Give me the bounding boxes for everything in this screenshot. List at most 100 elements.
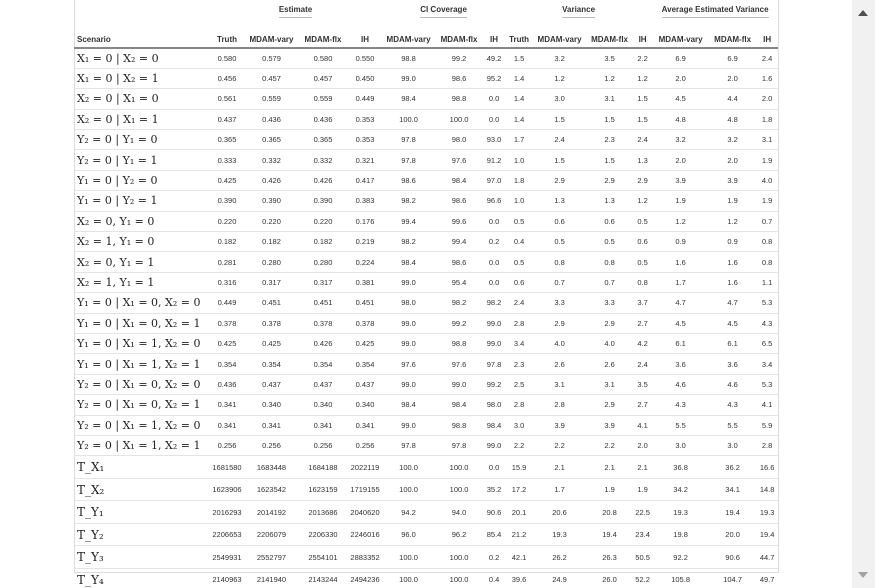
- value-cell: 2.2: [633, 47, 653, 69]
- value-cell: 2140963: [209, 567, 245, 588]
- column-header: MDAM-vary: [245, 22, 298, 49]
- group-header-ci-coverage: CI Coverage: [382, 0, 505, 22]
- scenario-cell: X₁ = 0 | X₂ = 0: [74, 47, 209, 69]
- value-cell: 20.1: [505, 500, 534, 524]
- value-cell: 0.6: [505, 271, 534, 293]
- value-cell: 98.2: [435, 292, 484, 314]
- value-cell: 2554101: [298, 545, 348, 569]
- scenario-cell: Y₂ = 0 | X₁ = 0, X₂ = 0: [74, 373, 209, 395]
- table-row: T_Y₁ 2016293 2014192 2013686 2040620 94.2 94.0…: [74, 500, 779, 524]
- value-cell: 4.5: [652, 88, 710, 110]
- value-cell: 0.5: [633, 210, 653, 232]
- value-cell: 2.0: [756, 88, 779, 110]
- scroll-up-icon[interactable]: [858, 10, 868, 16]
- value-cell: 0.354: [245, 353, 298, 375]
- value-cell: 0.390: [298, 190, 348, 212]
- table-row: T_X₁ 1681580 1683448 1684188 2022119 100.0 100…: [74, 455, 779, 479]
- value-cell: 99.0: [382, 414, 436, 436]
- value-cell: 0.354: [298, 353, 348, 375]
- value-cell: 97.8: [435, 434, 484, 456]
- value-cell: 2.9: [586, 169, 634, 191]
- value-cell: 1.2: [633, 67, 653, 89]
- column-header: MDAM-flx: [298, 22, 348, 49]
- value-cell: 3.1: [756, 129, 779, 150]
- value-cell: 0.256: [209, 434, 245, 456]
- value-cell: 0.8: [756, 231, 779, 252]
- scenario-cell: T_X₁: [74, 455, 209, 479]
- value-cell: 0.449: [209, 292, 245, 314]
- value-cell: 1.7: [505, 129, 534, 150]
- value-cell: 0.365: [298, 129, 348, 150]
- value-cell: 20.0: [709, 522, 757, 546]
- value-cell: 99.4: [382, 210, 436, 232]
- value-cell: 49.2: [483, 47, 506, 69]
- vertical-scrollbar[interactable]: [852, 0, 875, 588]
- value-cell: 0.341: [209, 414, 245, 436]
- value-cell: 1.0: [505, 190, 534, 212]
- value-cell: 96.6: [483, 190, 506, 212]
- value-cell: 0.6: [533, 210, 587, 232]
- column-header: MDAM-flx: [709, 22, 757, 49]
- value-cell: 95.2: [483, 67, 506, 89]
- scenario-cell: X₂ = 0, Y₁ = 0: [74, 210, 209, 232]
- value-cell: 0.0: [483, 271, 506, 293]
- value-cell: 4.6: [709, 373, 757, 395]
- value-cell: 0.437: [245, 373, 298, 395]
- value-cell: 0.341: [298, 414, 348, 436]
- table-row: Y₁ = 0 | Y₂ = 1 0.390 0.390 0.390 0.383 98.2 9…: [74, 190, 779, 212]
- value-cell: 100.0: [435, 545, 484, 569]
- value-cell: 2013686: [298, 500, 348, 524]
- value-cell: 1.6: [652, 251, 710, 273]
- value-cell: 0.7: [756, 210, 779, 232]
- table-row: T_Y₄ 2140963 2141940 2143244 2494236 100.0 100…: [74, 567, 779, 588]
- value-cell: 4.0: [533, 332, 587, 354]
- value-cell: 1.4: [505, 108, 534, 130]
- value-cell: 0.456: [209, 67, 245, 89]
- scenario-cell: T_X₂: [74, 477, 209, 501]
- value-cell: 6.9: [652, 47, 710, 69]
- value-cell: 1.5: [633, 108, 653, 130]
- value-cell: 0.579: [245, 47, 298, 69]
- value-cell: 1684188: [298, 455, 348, 479]
- value-cell: 0.383: [348, 190, 383, 212]
- value-cell: 0.451: [348, 292, 383, 314]
- value-cell: 0.425: [348, 332, 383, 354]
- value-cell: 1.7: [652, 271, 710, 293]
- value-cell: 0.332: [245, 149, 298, 171]
- value-cell: 0.2: [483, 545, 506, 569]
- value-cell: 24.9: [533, 567, 587, 588]
- scroll-down-icon[interactable]: [858, 572, 868, 578]
- scenario-cell: Y₂ = 0 | X₁ = 0, X₂ = 1: [74, 394, 209, 416]
- value-cell: 2.7: [633, 394, 653, 416]
- value-cell: 26.2: [533, 545, 587, 569]
- value-cell: 99.0: [382, 312, 436, 334]
- value-cell: 1623159: [298, 477, 348, 501]
- value-cell: 6.1: [709, 332, 757, 354]
- value-cell: 98.4: [382, 251, 436, 273]
- value-cell: 2.1: [533, 455, 587, 479]
- value-cell: 100.0: [435, 477, 484, 501]
- table-row: Y₂ = 0 | X₁ = 0, X₂ = 0 0.436 0.437 0.437 0.…: [74, 373, 779, 395]
- value-cell: 14.8: [756, 477, 779, 501]
- value-cell: 2.2: [586, 434, 634, 456]
- table-row: X₂ = 1, Y₁ = 1 0.316 0.317 0.317 0.381 99.0 95…: [74, 271, 779, 293]
- value-cell: 98.0: [483, 394, 506, 416]
- value-cell: 99.4: [435, 231, 484, 252]
- value-cell: 0.256: [298, 434, 348, 456]
- value-cell: 2246016: [348, 522, 383, 546]
- value-cell: 1623542: [245, 477, 298, 501]
- value-cell: 1.2: [652, 210, 710, 232]
- value-cell: 3.2: [533, 47, 587, 69]
- value-cell: 1.9: [709, 190, 757, 212]
- value-cell: 2.0: [652, 149, 710, 171]
- value-cell: 0.378: [298, 312, 348, 334]
- group-header-blank: [74, 0, 209, 22]
- value-cell: 0.219: [348, 231, 383, 252]
- value-cell: 4.7: [709, 292, 757, 314]
- value-cell: 2.9: [533, 169, 587, 191]
- value-cell: 2.4: [633, 353, 653, 375]
- value-cell: 0.561: [209, 88, 245, 110]
- value-cell: 1.5: [633, 88, 653, 110]
- value-cell: 2.7: [633, 312, 653, 334]
- value-cell: 98.0: [382, 292, 436, 314]
